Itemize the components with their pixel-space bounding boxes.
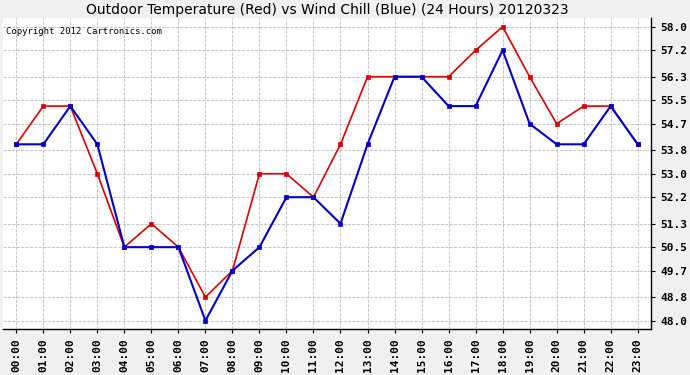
Title: Outdoor Temperature (Red) vs Wind Chill (Blue) (24 Hours) 20120323: Outdoor Temperature (Red) vs Wind Chill … [86, 3, 569, 17]
Text: Copyright 2012 Cartronics.com: Copyright 2012 Cartronics.com [6, 27, 162, 36]
